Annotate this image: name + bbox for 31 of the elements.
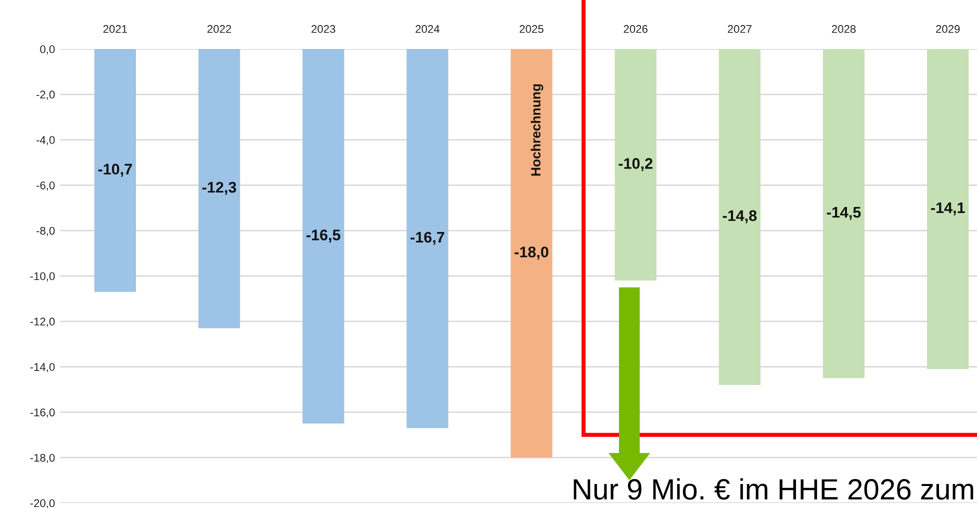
x-tick-label: 2025 bbox=[520, 25, 544, 33]
data-label: -16,7 bbox=[410, 232, 444, 245]
y-tick-label: -20,0 bbox=[30, 499, 55, 508]
data-label: -10,7 bbox=[98, 164, 132, 177]
y-tick-label: -14,0 bbox=[30, 363, 55, 372]
annotation: Nur 9 Mio. € im HHE 2026 zum bbox=[574, 478, 974, 500]
y-tick-label: -6,0 bbox=[36, 181, 55, 191]
data-label: -14,8 bbox=[722, 210, 757, 224]
y-tick-label: -16,0 bbox=[30, 408, 55, 418]
x-tick-label: 2029 bbox=[936, 25, 960, 33]
x-tick-label: 2023 bbox=[312, 25, 336, 33]
annotation: Hochrechnung bbox=[530, 84, 544, 176]
y-tick-label: -4,0 bbox=[36, 136, 55, 146]
x-tick-label: 2024 bbox=[416, 25, 440, 33]
data-label: -14,1 bbox=[931, 202, 965, 216]
x-tick-label: 2027 bbox=[728, 25, 752, 33]
y-tick-label: -10,0 bbox=[30, 272, 55, 282]
data-label: -18,0 bbox=[514, 246, 548, 260]
y-tick-label: -18,0 bbox=[30, 454, 55, 464]
data-label: -12,3 bbox=[202, 182, 236, 195]
y-tick-label: 0,0 bbox=[40, 45, 55, 54]
data-label: -16,5 bbox=[306, 230, 340, 243]
data-label: -14,5 bbox=[826, 207, 861, 220]
x-tick-label: 2028 bbox=[832, 25, 856, 33]
y-tick-label: -8,0 bbox=[36, 226, 55, 236]
x-tick-label: 2026 bbox=[624, 25, 648, 33]
data-label: -10,2 bbox=[618, 158, 652, 172]
x-tick-label: 2021 bbox=[103, 25, 127, 33]
y-tick-label: -12,0 bbox=[30, 318, 55, 327]
y-tick-label: -2,0 bbox=[36, 90, 55, 100]
x-tick-label: 2022 bbox=[207, 25, 232, 33]
